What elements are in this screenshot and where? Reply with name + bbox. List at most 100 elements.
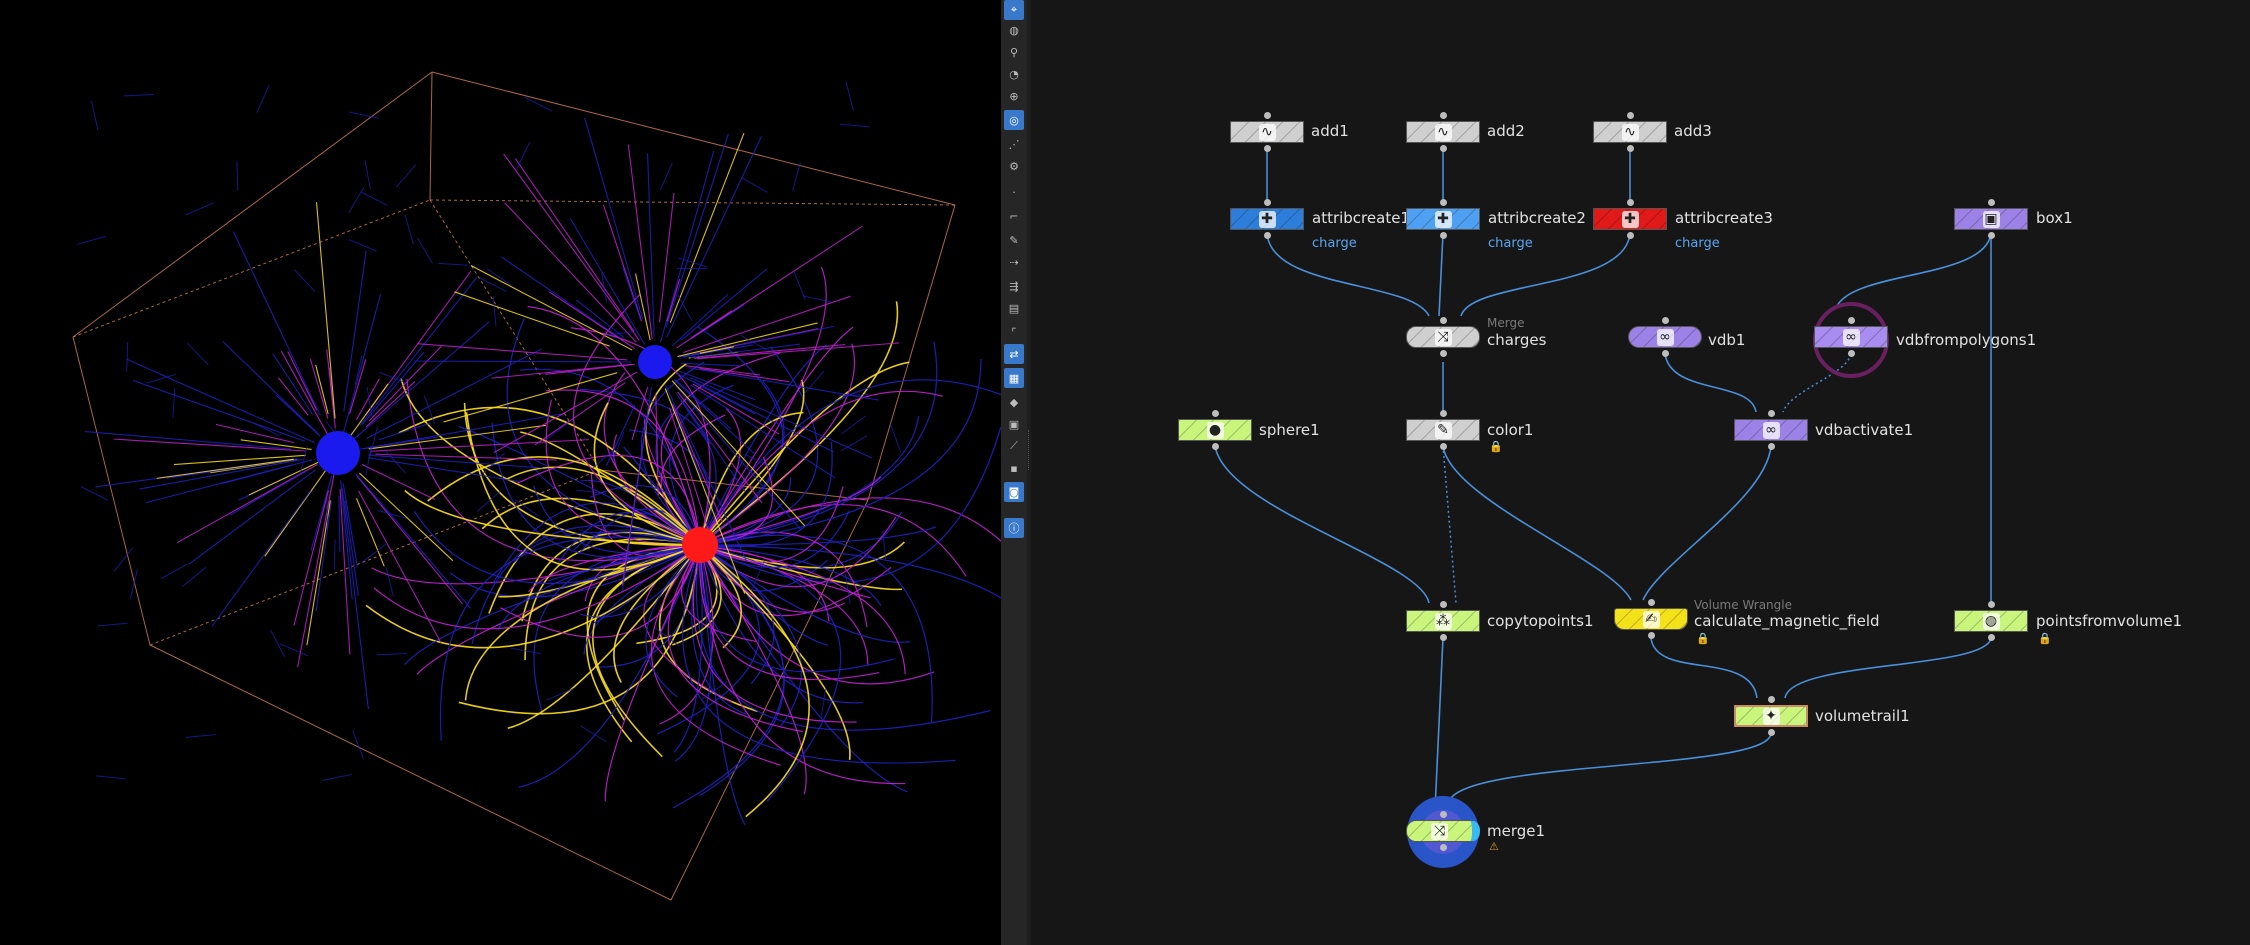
field-line xyxy=(185,734,216,738)
node-port[interactable] xyxy=(1987,232,1995,239)
field-line xyxy=(704,555,935,685)
node-merge1[interactable]: ⤨ xyxy=(1406,820,1480,842)
field-line xyxy=(627,144,653,339)
field-line xyxy=(578,508,694,555)
node-port[interactable] xyxy=(1647,632,1655,639)
node-port[interactable] xyxy=(1847,317,1855,324)
field-line xyxy=(672,403,724,524)
info-icon[interactable]: ⓘ xyxy=(1004,518,1024,538)
node-port[interactable] xyxy=(1439,199,1447,206)
node-port[interactable] xyxy=(1439,634,1447,641)
node-charges[interactable]: ⤨ xyxy=(1406,326,1480,348)
node-attribcreate1[interactable]: ✚ xyxy=(1230,208,1304,230)
node-port[interactable] xyxy=(1626,112,1634,119)
node-port[interactable] xyxy=(1987,601,1995,608)
node-port[interactable] xyxy=(1211,410,1219,417)
pane-splitter[interactable] xyxy=(1027,0,1031,945)
node-port[interactable] xyxy=(1987,634,1995,641)
display-icon[interactable]: ⚙ xyxy=(1009,159,1019,173)
scene-canvas[interactable] xyxy=(0,0,1001,945)
wireframe-icon[interactable]: ▪ xyxy=(1010,461,1018,475)
node-port[interactable] xyxy=(1626,199,1634,206)
node-port[interactable] xyxy=(1767,696,1775,703)
node-port[interactable] xyxy=(1661,350,1669,357)
node-sphere1[interactable]: ● xyxy=(1178,419,1252,441)
node-port[interactable] xyxy=(1767,729,1775,736)
node-vdbactivate1[interactable]: ∞ xyxy=(1734,419,1808,441)
node-port[interactable] xyxy=(1767,443,1775,450)
scene-viewport[interactable] xyxy=(0,0,1001,945)
node-port[interactable] xyxy=(1439,410,1447,417)
grid-icon[interactable]: ⋰ xyxy=(1008,137,1020,151)
select-icon[interactable]: ⌖ xyxy=(1004,0,1024,20)
vector-icon[interactable]: ⇢ xyxy=(1009,255,1019,269)
node-port[interactable] xyxy=(1439,145,1447,152)
field-line xyxy=(126,341,129,372)
node-port[interactable] xyxy=(1439,443,1447,450)
node-port[interactable] xyxy=(1626,145,1634,152)
camera2-icon[interactable]: ▤ xyxy=(1008,301,1020,315)
node-port[interactable] xyxy=(1439,317,1447,324)
node-port[interactable] xyxy=(1661,317,1669,324)
wire-icon[interactable]: ⟋ xyxy=(1010,439,1018,452)
node-port[interactable] xyxy=(1647,599,1655,606)
node-add3[interactable]: ∿ xyxy=(1593,121,1667,143)
node-port[interactable] xyxy=(1439,844,1447,851)
node-port[interactable] xyxy=(1767,410,1775,417)
node-port[interactable] xyxy=(1439,232,1447,239)
field-line xyxy=(404,215,414,245)
node-add2[interactable]: ∿ xyxy=(1406,121,1480,143)
node-calculate-magnetic-field[interactable]: ✍ xyxy=(1614,608,1688,630)
ghost-icon[interactable]: ▦ xyxy=(1004,368,1024,388)
transform-icon[interactable]: ⇶ xyxy=(1009,279,1019,293)
field-line xyxy=(601,272,608,303)
node-add1[interactable]: ∿ xyxy=(1230,121,1304,143)
node-port[interactable] xyxy=(1439,811,1447,818)
field-line xyxy=(708,301,899,538)
node-copytopoints1[interactable]: ⁂ xyxy=(1406,610,1480,632)
node-vdb1[interactable]: ∞ xyxy=(1628,326,1702,348)
box-icon[interactable]: ⌜ xyxy=(1011,325,1017,339)
node-port[interactable] xyxy=(1263,145,1271,152)
link-icon[interactable]: ⇄ xyxy=(1004,344,1024,364)
light-icon[interactable]: ⚲ xyxy=(1009,45,1019,59)
camera-icon[interactable]: ◔ xyxy=(1009,67,1019,81)
node-color1[interactable]: ✎ xyxy=(1406,419,1480,441)
brush-icon[interactable]: ✎ xyxy=(1009,233,1019,247)
node-attribcreate3[interactable]: ✚ xyxy=(1593,208,1667,230)
node-vdbfrompolygons1[interactable]: ∞ xyxy=(1814,326,1888,348)
field-line xyxy=(711,346,819,543)
node-pointsfromvolume1[interactable]: ◍ xyxy=(1954,610,2028,632)
node-port[interactable] xyxy=(1626,232,1634,239)
node-port[interactable] xyxy=(1263,199,1271,206)
node-port[interactable] xyxy=(1847,350,1855,357)
edge-icon[interactable]: ⌐ xyxy=(1009,209,1019,223)
view-icon[interactable]: ◍ xyxy=(1009,23,1019,37)
field-line xyxy=(544,422,570,441)
node-port[interactable] xyxy=(1211,443,1219,450)
snap-icon[interactable]: ◎ xyxy=(1004,110,1024,130)
network-editor[interactable]: ∿ add1 ∿ add2 ∿ add3 ✚ attribcreate1 cha… xyxy=(1031,0,2250,945)
node-comment-attribcreate3: charge xyxy=(1675,236,1720,251)
layout-icon[interactable]: ◆ xyxy=(1009,395,1019,409)
node-attribcreate2[interactable]: ✚ xyxy=(1406,208,1480,230)
node-port[interactable] xyxy=(1263,232,1271,239)
field-line xyxy=(326,498,328,530)
field-line xyxy=(613,552,692,683)
field-line xyxy=(592,552,692,625)
node-volumetrail1[interactable]: ✦ xyxy=(1734,705,1808,727)
field-line xyxy=(76,235,106,245)
node-port[interactable] xyxy=(1439,601,1447,608)
shade-icon[interactable]: ◙ xyxy=(1004,482,1024,502)
node-port[interactable] xyxy=(1987,199,1995,206)
node-port[interactable] xyxy=(1439,112,1447,119)
field-line xyxy=(669,398,703,480)
point-icon[interactable]: · xyxy=(1012,185,1016,199)
node-port[interactable] xyxy=(1439,350,1447,357)
handle-icon[interactable]: ⊕ xyxy=(1009,89,1019,103)
field-line xyxy=(354,355,363,385)
node-box1[interactable]: ▣ xyxy=(1954,208,2028,230)
persp-icon[interactable]: ▣ xyxy=(1008,417,1020,431)
node-port[interactable] xyxy=(1263,112,1271,119)
field-line xyxy=(675,385,802,531)
